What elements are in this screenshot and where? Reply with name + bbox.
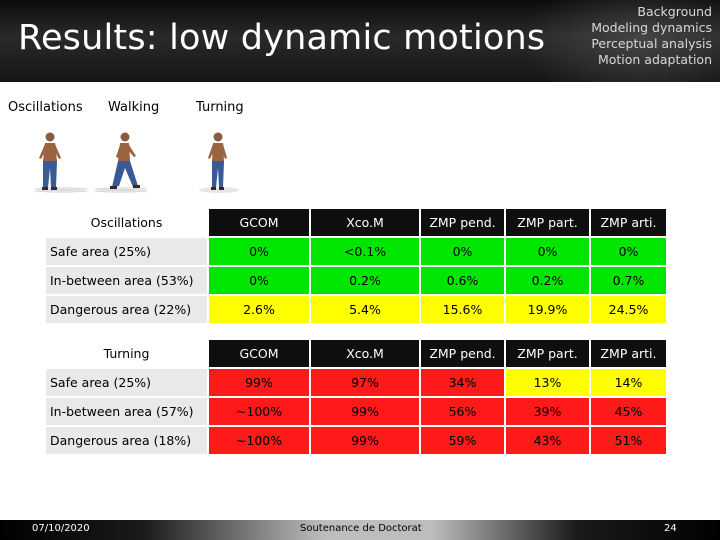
table-cell: 34% <box>421 369 504 396</box>
column-header: ZMP pend. <box>421 209 504 236</box>
slide-header: Results: low dynamic motions Background … <box>0 0 720 82</box>
table-cell: 51% <box>591 427 666 454</box>
table-cell: 99% <box>209 369 309 396</box>
table-cell: 0.2% <box>506 267 589 294</box>
table-row: Dangerous area (22%) 2.6% 5.4% 15.6% 19.… <box>46 296 666 323</box>
table-cell: <0.1% <box>311 238 419 265</box>
table-cell: 0.7% <box>591 267 666 294</box>
table-cell: 19.9% <box>506 296 589 323</box>
oscillations-figure <box>32 128 90 194</box>
table-cell: 0.2% <box>311 267 419 294</box>
table-corner-label: Turning <box>46 340 207 367</box>
table-row: Dangerous area (18%) ~100% 99% 59% 43% 5… <box>46 427 666 454</box>
figure-label-walking: Walking <box>108 100 160 115</box>
table-cell: 0% <box>506 238 589 265</box>
row-label: In-between area (57%) <box>46 398 207 425</box>
column-header: GCOM <box>209 340 309 367</box>
table-cell: 2.6% <box>209 296 309 323</box>
walking-figure <box>92 128 150 194</box>
table-row: In-between area (57%) ~100% 99% 56% 39% … <box>46 398 666 425</box>
table-cell: 45% <box>591 398 666 425</box>
table-cell: 14% <box>591 369 666 396</box>
table-cell: 15.6% <box>421 296 504 323</box>
column-header: GCOM <box>209 209 309 236</box>
table-cell: 59% <box>421 427 504 454</box>
table-header-row: Turning GCOM Xco.M ZMP pend. ZMP part. Z… <box>46 340 666 367</box>
oscillations-results-table: Oscillations GCOM Xco.M ZMP pend. ZMP pa… <box>44 207 668 325</box>
figure-label-oscillations: Oscillations <box>8 100 83 115</box>
table-cell: ~100% <box>209 398 309 425</box>
table-cell: 0% <box>591 238 666 265</box>
table-row: Safe area (25%) 0% <0.1% 0% 0% 0% <box>46 238 666 265</box>
table-cell: 0% <box>209 238 309 265</box>
table-cell: 97% <box>311 369 419 396</box>
outline-item-perceptual: Perceptual analysis <box>591 36 712 51</box>
column-header: ZMP arti. <box>591 340 666 367</box>
column-header: ZMP pend. <box>421 340 504 367</box>
column-header: ZMP part. <box>506 340 589 367</box>
row-label: Safe area (25%) <box>46 238 207 265</box>
row-label: In-between area (53%) <box>46 267 207 294</box>
outline-item-modeling: Modeling dynamics <box>591 20 712 35</box>
footer-date: 07/10/2020 <box>32 523 90 534</box>
table-cell: 5.4% <box>311 296 419 323</box>
table-cell: 99% <box>311 427 419 454</box>
row-label: Dangerous area (22%) <box>46 296 207 323</box>
row-label: Dangerous area (18%) <box>46 427 207 454</box>
outline-item-background: Background <box>637 4 712 19</box>
table-row: In-between area (53%) 0% 0.2% 0.6% 0.2% … <box>46 267 666 294</box>
table-cell: 43% <box>506 427 589 454</box>
table-cell: 0% <box>421 238 504 265</box>
table-cell: 39% <box>506 398 589 425</box>
outline-item-motion: Motion adaptation <box>597 52 712 67</box>
column-header: Xco.M <box>311 340 419 367</box>
section-outline: Background Modeling dynamics Perceptual … <box>591 4 712 68</box>
table-corner-label: Oscillations <box>46 209 207 236</box>
row-label: Safe area (25%) <box>46 369 207 396</box>
slide-title: Results: low dynamic motions <box>18 18 546 58</box>
table-header-row: Oscillations GCOM Xco.M ZMP pend. ZMP pa… <box>46 209 666 236</box>
table-cell: 13% <box>506 369 589 396</box>
table-cell: ~100% <box>209 427 309 454</box>
turning-figure <box>196 128 242 194</box>
table-cell: 56% <box>421 398 504 425</box>
figure-label-turning: Turning <box>196 100 244 115</box>
table-row: Safe area (25%) 99% 97% 34% 13% 14% <box>46 369 666 396</box>
slide-footer: 07/10/2020 Soutenance de Doctorat 24 <box>0 520 720 540</box>
table-cell: 24.5% <box>591 296 666 323</box>
table-cell: 0% <box>209 267 309 294</box>
column-header: ZMP arti. <box>591 209 666 236</box>
table-cell: 0.6% <box>421 267 504 294</box>
footer-title: Soutenance de Doctorat <box>300 523 422 534</box>
page-number: 24 <box>664 523 677 534</box>
header-glow <box>520 0 720 82</box>
column-header: Xco.M <box>311 209 419 236</box>
turning-results-table: Turning GCOM Xco.M ZMP pend. ZMP part. Z… <box>44 338 668 456</box>
column-header: ZMP part. <box>506 209 589 236</box>
table-cell: 99% <box>311 398 419 425</box>
